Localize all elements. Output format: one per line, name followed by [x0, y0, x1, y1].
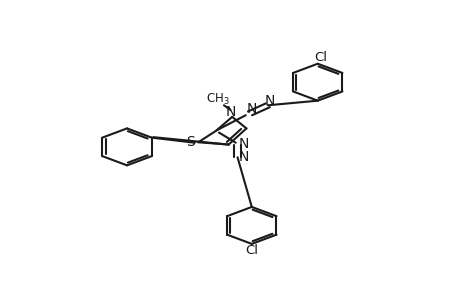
Text: N: N: [238, 137, 249, 151]
Text: N: N: [246, 102, 257, 116]
Text: Cl: Cl: [313, 51, 326, 64]
Text: Cl: Cl: [245, 244, 258, 257]
Text: N: N: [264, 94, 274, 108]
Text: N: N: [225, 105, 236, 119]
Text: CH$_3$: CH$_3$: [206, 92, 230, 106]
Text: N: N: [238, 150, 249, 164]
Text: S: S: [186, 135, 195, 148]
